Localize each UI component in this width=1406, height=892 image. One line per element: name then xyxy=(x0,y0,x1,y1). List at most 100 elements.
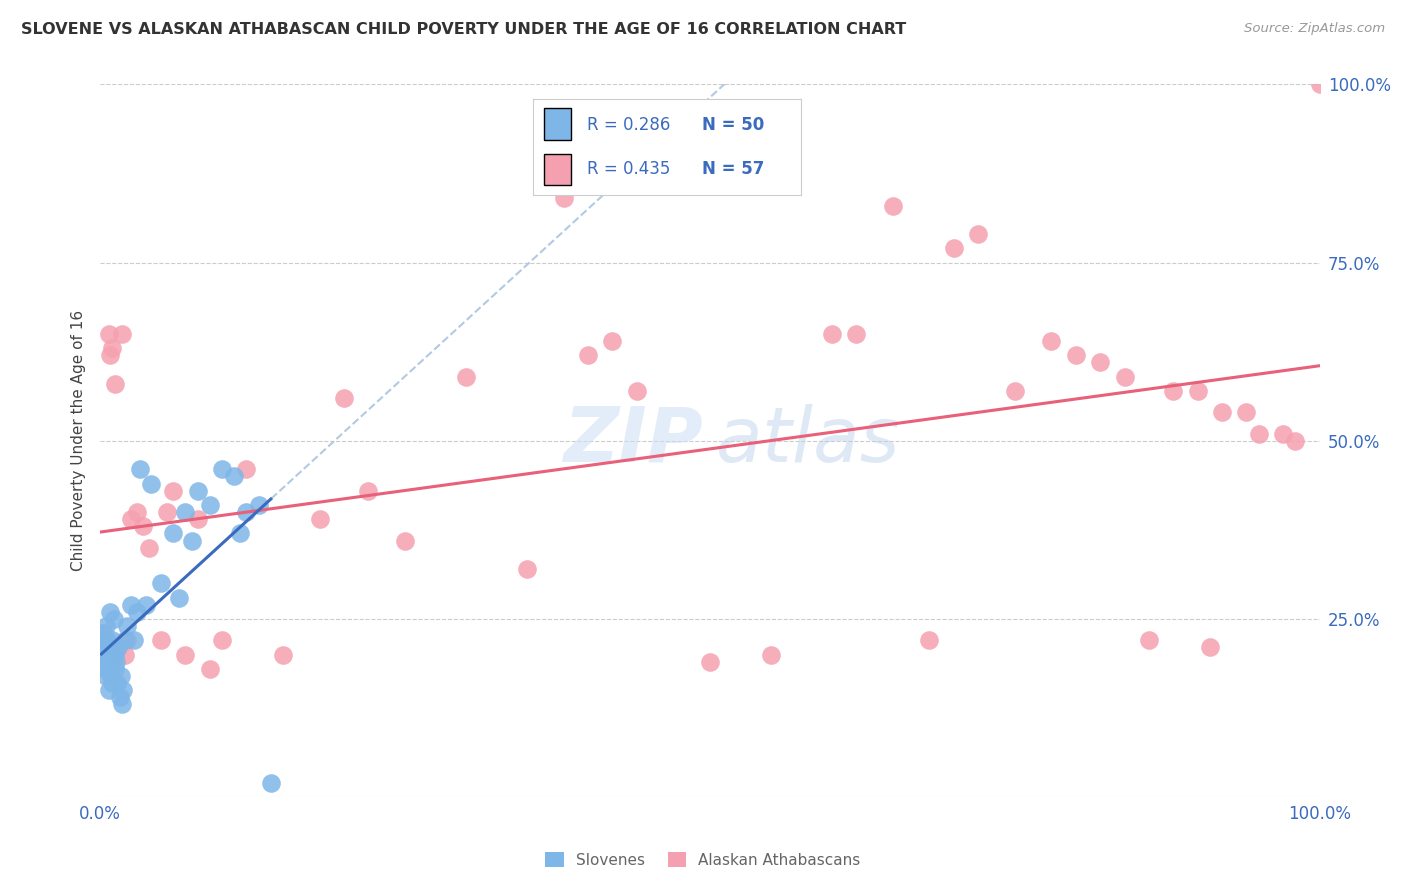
Point xyxy=(98,348,121,362)
Point xyxy=(187,512,209,526)
Point xyxy=(93,633,115,648)
Point xyxy=(96,619,118,633)
Point xyxy=(918,633,941,648)
Point xyxy=(1040,334,1063,348)
Point xyxy=(124,633,146,648)
Point xyxy=(235,505,257,519)
Point xyxy=(553,192,575,206)
Point xyxy=(96,655,118,669)
Point xyxy=(174,505,197,519)
Point xyxy=(821,326,844,341)
Point xyxy=(174,648,197,662)
Point xyxy=(333,391,356,405)
Point xyxy=(308,512,330,526)
Point xyxy=(1199,640,1222,655)
Point xyxy=(260,776,283,790)
Point xyxy=(229,526,252,541)
Point xyxy=(357,483,380,498)
Point xyxy=(1309,78,1331,92)
Point xyxy=(759,648,782,662)
Point xyxy=(198,662,221,676)
Point xyxy=(224,469,246,483)
Point xyxy=(235,462,257,476)
Text: ZIP: ZIP xyxy=(564,404,704,478)
Point xyxy=(132,519,155,533)
Point xyxy=(107,640,129,655)
Point xyxy=(97,640,120,655)
Point xyxy=(97,326,120,341)
Point xyxy=(93,626,115,640)
Point xyxy=(1247,426,1270,441)
Point xyxy=(516,562,538,576)
Point xyxy=(169,591,191,605)
Text: atlas: atlas xyxy=(716,404,900,478)
Point xyxy=(91,640,114,655)
Point xyxy=(97,683,120,698)
Point xyxy=(120,598,142,612)
Point xyxy=(576,348,599,362)
Point xyxy=(103,612,125,626)
Legend: Slovenes, Alaskan Athabascans: Slovenes, Alaskan Athabascans xyxy=(537,844,869,875)
Point xyxy=(150,576,173,591)
Point xyxy=(93,655,115,669)
Point xyxy=(94,662,117,676)
Point xyxy=(98,605,121,619)
Text: Source: ZipAtlas.com: Source: ZipAtlas.com xyxy=(1244,22,1385,36)
Point xyxy=(156,505,179,519)
Point xyxy=(120,512,142,526)
Point xyxy=(211,633,233,648)
Point xyxy=(101,633,124,648)
Point xyxy=(180,533,202,548)
Point xyxy=(394,533,416,548)
Point xyxy=(104,655,127,669)
Point xyxy=(1284,434,1306,448)
Point xyxy=(125,605,148,619)
Point xyxy=(114,633,136,648)
Y-axis label: Child Poverty Under the Age of 16: Child Poverty Under the Age of 16 xyxy=(72,310,86,572)
Point xyxy=(129,462,152,476)
Point xyxy=(1211,405,1233,419)
Point xyxy=(967,227,990,241)
Point xyxy=(1163,384,1185,398)
Point xyxy=(882,198,904,212)
Point xyxy=(96,633,118,648)
Point xyxy=(98,662,121,676)
Point xyxy=(271,648,294,662)
Point xyxy=(96,633,118,648)
Point xyxy=(1187,384,1209,398)
Point xyxy=(1236,405,1258,419)
Point xyxy=(1272,426,1295,441)
Point xyxy=(626,384,648,398)
Point xyxy=(1088,355,1111,369)
Point xyxy=(187,483,209,498)
Point xyxy=(114,648,136,662)
Point xyxy=(141,476,163,491)
Point xyxy=(115,633,138,648)
Point xyxy=(90,648,112,662)
Point xyxy=(115,619,138,633)
Point xyxy=(100,669,122,683)
Point xyxy=(101,341,124,355)
Point xyxy=(105,676,128,690)
Text: SLOVENE VS ALASKAN ATHABASCAN CHILD POVERTY UNDER THE AGE OF 16 CORRELATION CHAR: SLOVENE VS ALASKAN ATHABASCAN CHILD POVE… xyxy=(21,22,907,37)
Point xyxy=(111,326,134,341)
Point xyxy=(104,662,127,676)
Point xyxy=(104,648,127,662)
Point xyxy=(150,633,173,648)
Point xyxy=(100,648,122,662)
Point xyxy=(699,655,721,669)
Point xyxy=(198,498,221,512)
Point xyxy=(1064,348,1087,362)
Point xyxy=(1004,384,1026,398)
Point xyxy=(94,648,117,662)
Point xyxy=(1114,369,1136,384)
Point xyxy=(111,698,134,712)
Point xyxy=(96,669,118,683)
Point xyxy=(112,683,135,698)
Point xyxy=(211,462,233,476)
Point xyxy=(101,676,124,690)
Point xyxy=(602,334,624,348)
Point xyxy=(108,690,131,705)
Point xyxy=(107,640,129,655)
Point xyxy=(454,369,477,384)
